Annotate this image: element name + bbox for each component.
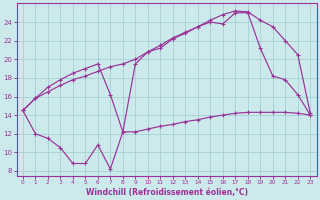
X-axis label: Windchill (Refroidissement éolien,°C): Windchill (Refroidissement éolien,°C) (85, 188, 248, 197)
